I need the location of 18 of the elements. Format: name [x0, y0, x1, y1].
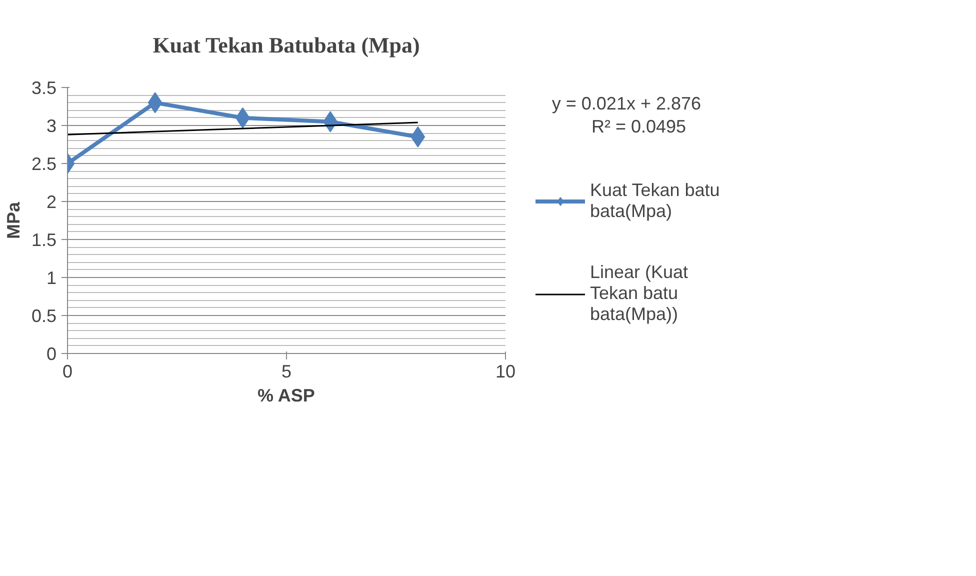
y-tick-label: 3 — [46, 116, 57, 136]
x-tick-label: 10 — [495, 362, 516, 382]
y-axis-title: MPa — [3, 201, 24, 240]
y-tick-label: 1.5 — [31, 230, 57, 250]
y-tick-label: 0.5 — [31, 306, 57, 326]
chart-title: Kuat Tekan Batubata (Mpa) — [152, 32, 420, 58]
x-tick-label: 5 — [281, 362, 292, 382]
y-tick-label: 2.5 — [31, 154, 57, 174]
y-tick-label: 3.5 — [31, 78, 57, 98]
legend-label: Kuat Tekan batu bata(Mpa) — [590, 180, 720, 222]
y-tick-label: 1 — [46, 268, 57, 288]
x-tick-label: 0 — [62, 362, 73, 382]
x-axis-title: % ASP — [257, 386, 315, 406]
legend-label: Linear (Kuat Tekan batu bata(Mpa)) — [590, 262, 688, 325]
text: R² = 0.0495 — [592, 116, 686, 137]
text: y = 0.021x + 2.876 — [552, 93, 702, 114]
y-tick-label: 0 — [46, 344, 57, 364]
y-tick-label: 2 — [46, 192, 57, 212]
